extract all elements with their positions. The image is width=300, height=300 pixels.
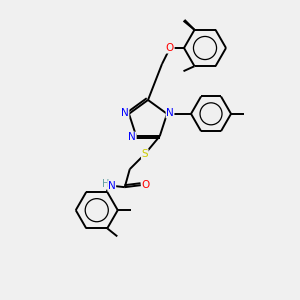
Text: N: N: [166, 108, 174, 118]
Text: H: H: [102, 179, 110, 189]
Text: N: N: [128, 132, 136, 142]
Text: O: O: [142, 180, 150, 190]
Text: N: N: [108, 181, 116, 191]
Text: S: S: [141, 149, 148, 159]
Text: O: O: [166, 43, 174, 53]
Text: N: N: [121, 108, 129, 118]
